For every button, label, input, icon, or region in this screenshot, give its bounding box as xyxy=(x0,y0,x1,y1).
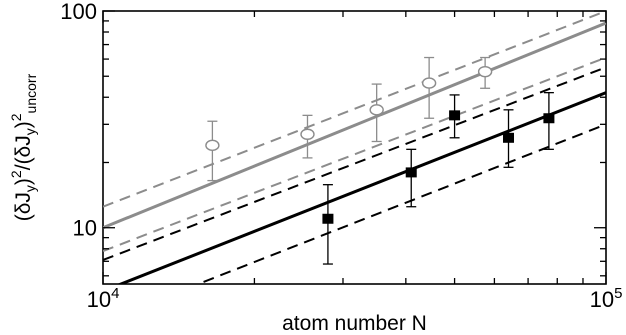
data-point-filled xyxy=(405,167,417,178)
fit-line-black-3 xyxy=(116,91,606,284)
data-point-filled xyxy=(503,132,515,143)
data-point-filled xyxy=(449,110,461,121)
y-label-part: ) xyxy=(12,178,35,185)
y-tick-label: 100 xyxy=(60,0,97,24)
data-point-open xyxy=(205,139,220,152)
y-tick-label: 10 xyxy=(73,216,97,241)
bound-line-black-5 xyxy=(195,123,606,284)
data-point-open xyxy=(421,77,437,89)
data-point-open xyxy=(300,128,315,140)
y-label-part: 2 xyxy=(8,113,24,121)
plot-frame xyxy=(102,10,607,285)
y-label-part: y xyxy=(22,185,38,192)
axis-ticks: 10 100 104 105 xyxy=(60,0,622,312)
data-point-filled xyxy=(543,113,555,124)
x-axis-label: atom number N xyxy=(282,312,427,335)
y-label-part: 2 xyxy=(8,170,24,178)
bound-line-black-4 xyxy=(103,66,606,261)
y-label-part: /(δJ xyxy=(12,135,35,170)
y-label-part: y xyxy=(22,128,38,135)
y-label-part: uncorr xyxy=(23,73,39,113)
x-tick-label: 105 xyxy=(590,285,623,312)
data-point-filled xyxy=(322,213,334,224)
y-axis-label: (δJy)2/(δJy)2uncorr xyxy=(8,73,39,221)
y-label-part: ) xyxy=(12,121,35,128)
data-point-open xyxy=(369,104,384,116)
x-tick-label: 104 xyxy=(87,285,120,312)
data-points xyxy=(205,56,555,265)
fit-line-gray-0 xyxy=(103,21,606,230)
data-point-open xyxy=(477,65,493,78)
bound-line-gray-1 xyxy=(103,11,606,208)
fit-lines xyxy=(103,11,606,284)
y-label-part: (δJ xyxy=(12,192,35,221)
